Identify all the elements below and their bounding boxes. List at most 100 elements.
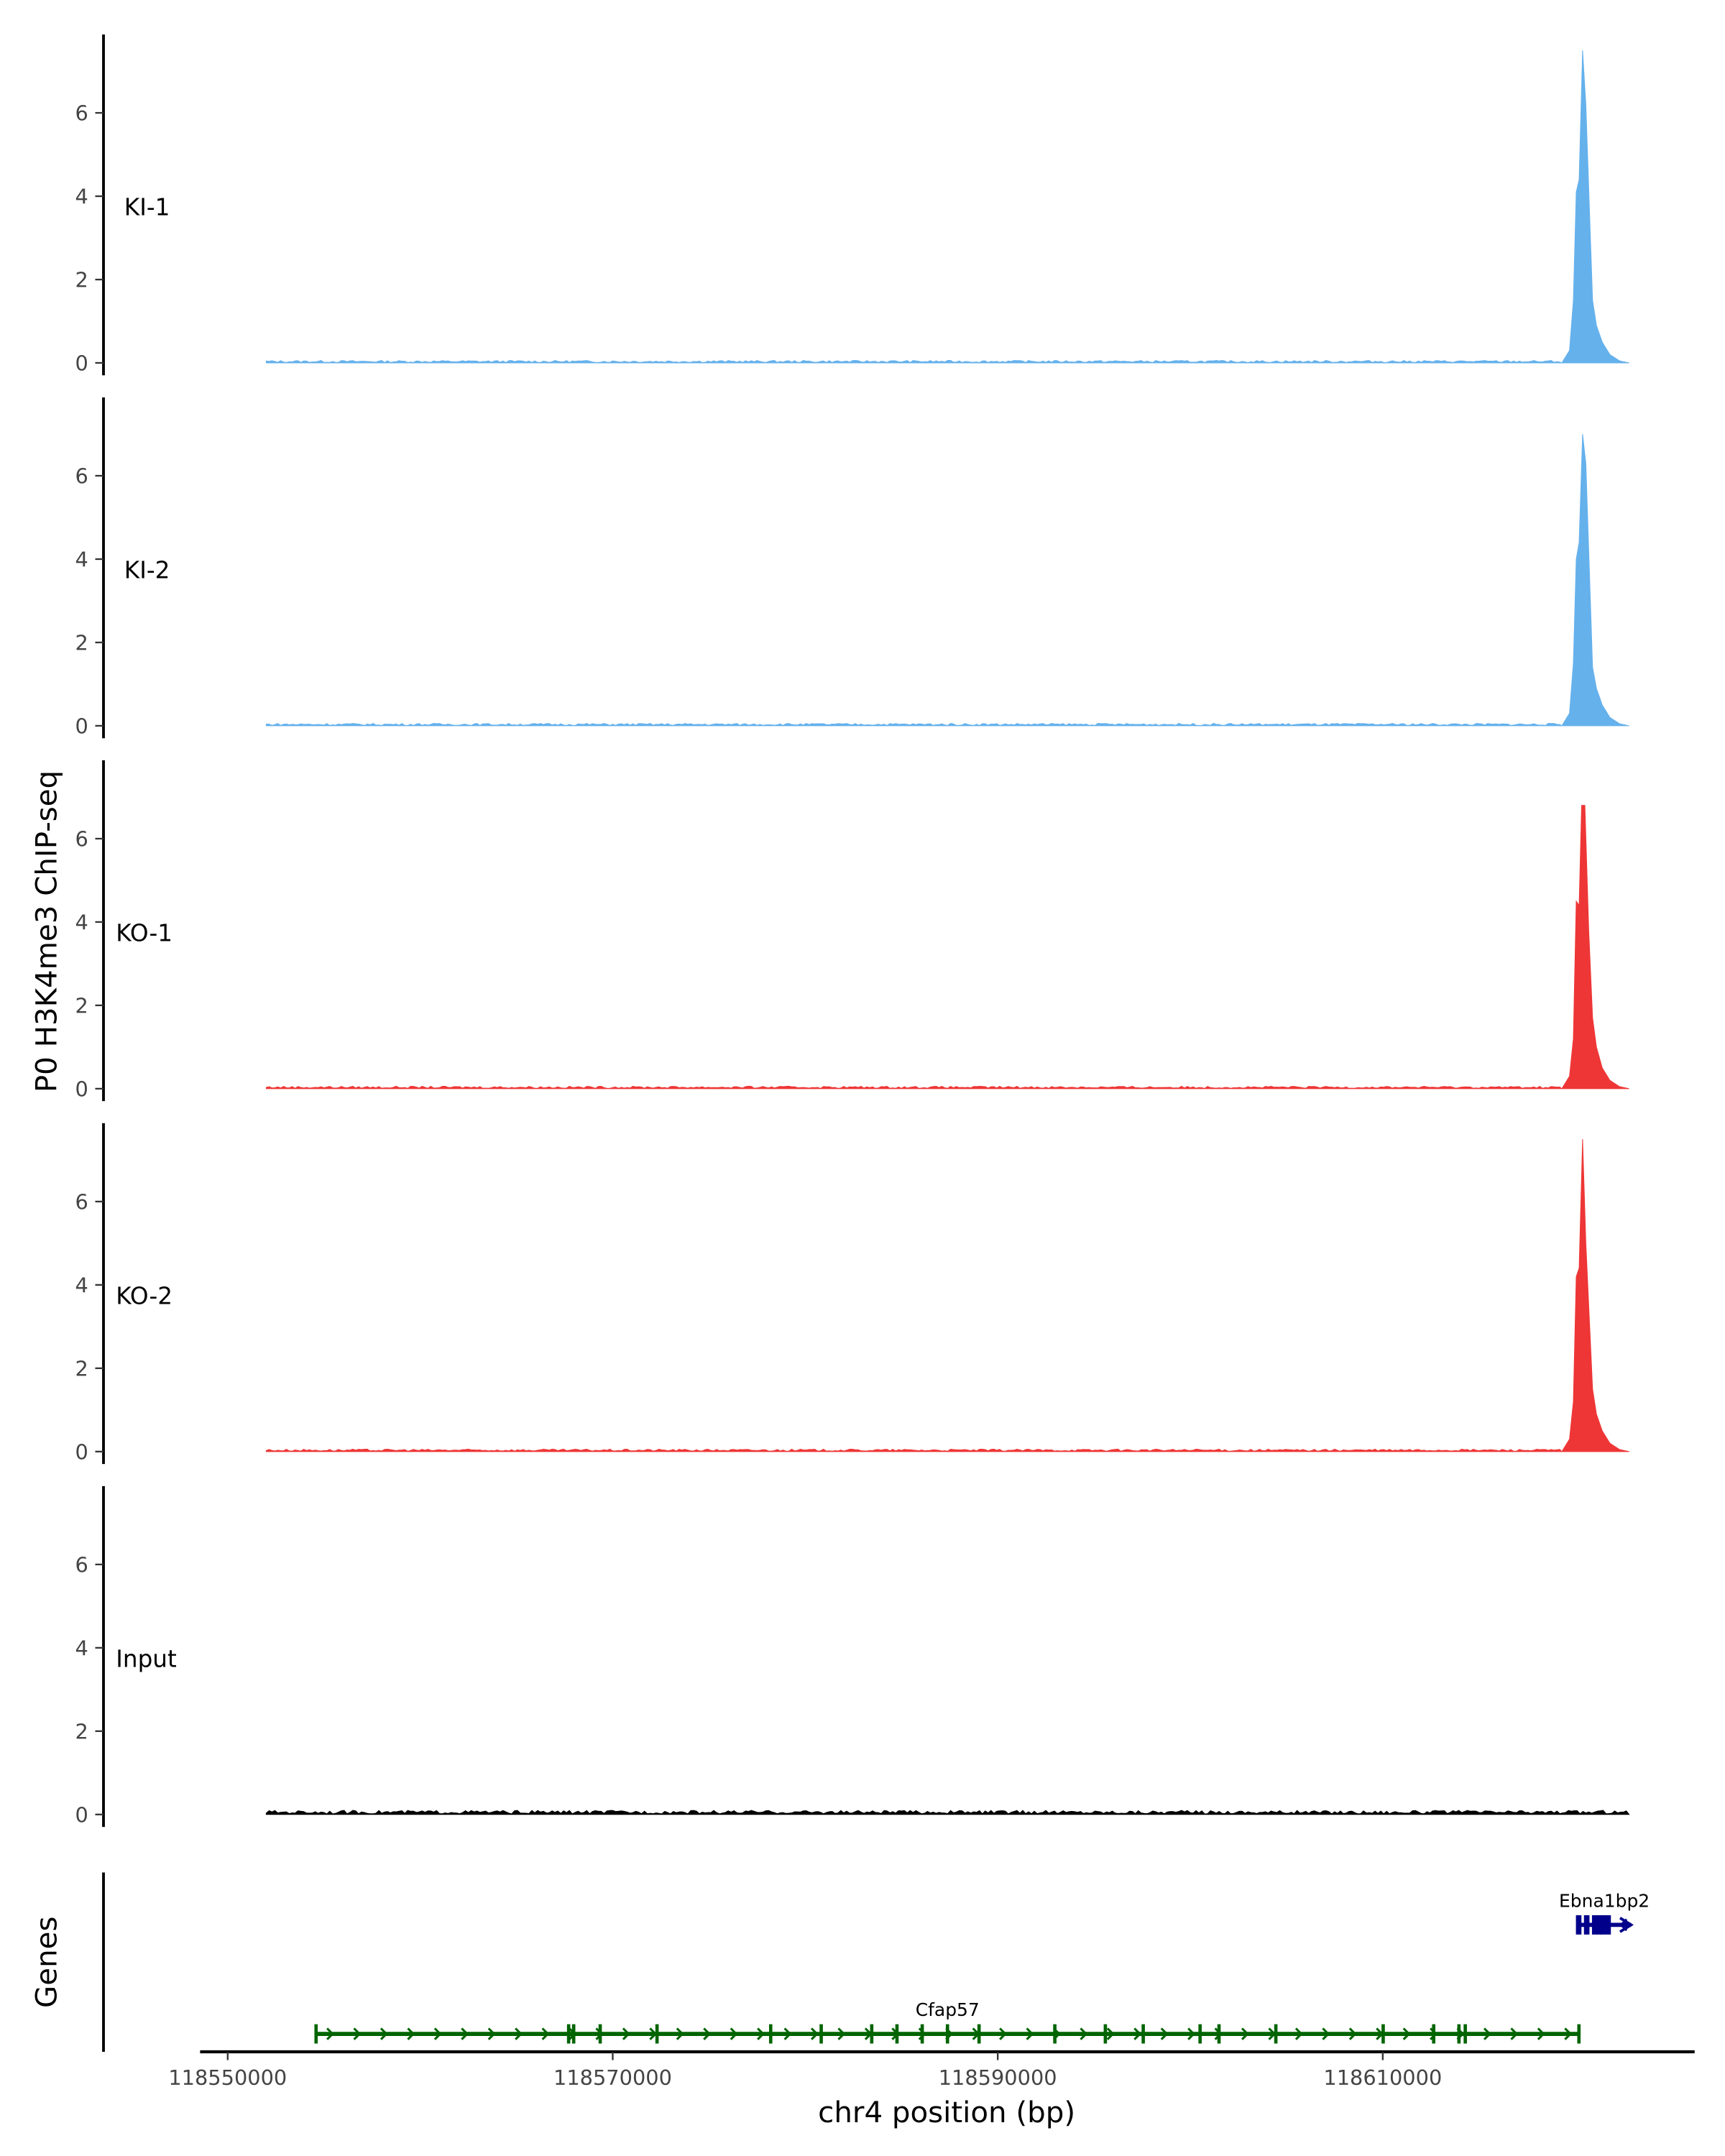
- track-panel-ki-1: 0 2 4 6 KI-1: [75, 34, 1629, 376]
- strand-arrow-icon: [1026, 2027, 1034, 2040]
- y-tick-label: 0: [75, 1077, 88, 1101]
- y-tick-label: 2: [75, 268, 88, 292]
- strand-arrow-icon: [837, 2027, 846, 2040]
- y-tick-label: 2: [75, 1719, 88, 1743]
- signal-panels: 0 2 4 6 KI-1 0 2 4 6 KI-2 0 2 4 6 KO-1 0 2 4 6 KO-2 0 2 4 6 Inpu…: [75, 34, 1630, 1827]
- strand-arrow-icon: [703, 2027, 712, 2040]
- x-tick-label: 118550000: [168, 2065, 287, 2090]
- gene-cfap57: Cfap57: [314, 1999, 1581, 2044]
- strand-arrow-icon: [1510, 2027, 1519, 2040]
- track-label: KI-1: [124, 194, 170, 221]
- y-tick-label: 0: [75, 1802, 88, 1827]
- exon: [1432, 2024, 1436, 2044]
- exon: [598, 2024, 602, 2044]
- strand-arrow-icon: [783, 2027, 792, 2040]
- gene-label: Cfap57: [916, 1999, 980, 2020]
- strand-arrow-icon: [407, 2027, 415, 2040]
- exon: [1591, 1915, 1598, 1935]
- exon: [1381, 2024, 1385, 2044]
- exon: [1583, 1915, 1590, 1935]
- strand-arrow-icon: [676, 2027, 684, 2040]
- exon: [920, 2024, 924, 2044]
- exon: [870, 2024, 874, 2044]
- y-tick-label: 6: [75, 464, 88, 489]
- genes-track-label: Genes: [30, 1917, 64, 2008]
- exon: [1605, 1915, 1611, 1935]
- exon: [1463, 2024, 1467, 2044]
- y-tick-label: 6: [75, 1552, 88, 1577]
- track-panel-ko-1: 0 2 4 6 KO-1: [75, 760, 1629, 1101]
- strand-arrow-icon: [1106, 2027, 1115, 2040]
- y-tick-label: 6: [75, 1189, 88, 1214]
- strand-arrow-icon: [1619, 1917, 1634, 1933]
- track-panel-input: 0 2 4 6 Input: [75, 1485, 1630, 1827]
- exon: [977, 2024, 981, 2044]
- strand-arrow-icon: [810, 2027, 819, 2040]
- strand-arrow-icon: [1537, 2027, 1545, 2040]
- x-tick-label: 118570000: [553, 2065, 672, 2090]
- strand-arrow-icon: [433, 2027, 442, 2040]
- strand-arrow-icon: [353, 2027, 362, 2040]
- strand-arrow-icon: [1322, 2027, 1330, 2040]
- exon: [1457, 2024, 1461, 2044]
- exon: [1053, 2024, 1057, 2044]
- strand-arrow-icon: [326, 2027, 334, 2040]
- strand-arrow-icon: [541, 2027, 550, 2040]
- signal-area-ki-1: [265, 50, 1629, 364]
- x-axis: 118550000 118570000 118590000 118610000: [168, 2050, 1695, 2090]
- exon: [1576, 1915, 1582, 1935]
- signal-area-ko-1: [265, 805, 1629, 1089]
- exon: [571, 2024, 576, 2044]
- y-tick-label: 4: [75, 911, 88, 935]
- track-panel-ki-2: 0 2 4 6 KI-2: [75, 397, 1629, 738]
- strand-arrow-icon: [1187, 2027, 1196, 2040]
- track-panel-ko-2: 0 2 4 6 KO-2: [75, 1123, 1629, 1464]
- exon: [566, 2024, 571, 2044]
- y-tick-label: 2: [75, 993, 88, 1018]
- strand-arrow-icon: [999, 2027, 1007, 2040]
- strand-arrow-icon: [1241, 2027, 1249, 2040]
- y-tick-label: 6: [75, 101, 88, 126]
- strand-arrow-icon: [622, 2027, 630, 2040]
- exon: [1577, 2024, 1581, 2044]
- strand-arrow-icon: [487, 2027, 496, 2040]
- exon: [945, 2024, 949, 2044]
- exon: [768, 2024, 773, 2044]
- y-tick-label: 6: [75, 827, 88, 852]
- y-tick-label: 4: [75, 185, 88, 209]
- exon: [1217, 2024, 1221, 2044]
- strand-arrow-icon: [1402, 2027, 1411, 2040]
- strand-arrow-icon: [1483, 2027, 1491, 2040]
- y-tick-label: 4: [75, 1636, 88, 1660]
- track-label: KI-2: [124, 556, 170, 584]
- signal-area-ki-2: [265, 433, 1629, 727]
- exon: [895, 2024, 899, 2044]
- strand-arrow-icon: [757, 2027, 765, 2040]
- strand-arrow-icon: [1080, 2027, 1088, 2040]
- x-tick-label: 118610000: [1323, 2065, 1442, 2090]
- track-label: KO-2: [116, 1282, 172, 1309]
- track-label: KO-1: [116, 919, 172, 946]
- strand-arrow-icon: [1160, 2027, 1169, 2040]
- strand-arrow-icon: [515, 2027, 523, 2040]
- strand-arrow-icon: [1348, 2027, 1357, 2040]
- y-tick-label: 2: [75, 631, 88, 655]
- y-axis-title: P0 H3K4me3 ChIP-seq: [30, 770, 64, 1092]
- strand-arrow-icon: [1294, 2027, 1303, 2040]
- exon: [1103, 2024, 1108, 2044]
- strand-arrow-icon: [380, 2027, 388, 2040]
- y-tick-label: 0: [75, 351, 88, 376]
- y-tick-label: 2: [75, 1356, 88, 1381]
- y-tick-label: 0: [75, 1439, 88, 1464]
- y-tick-label: 0: [75, 714, 88, 738]
- gene-label: Ebna1bp2: [1559, 1890, 1650, 1911]
- y-tick-label: 4: [75, 548, 88, 572]
- exon: [314, 2024, 318, 2044]
- exon: [655, 2024, 659, 2044]
- track-label: Input: [116, 1645, 177, 1672]
- exon: [1274, 2024, 1278, 2044]
- signal-area-input: [265, 1810, 1630, 1815]
- y-tick-label: 4: [75, 1273, 88, 1297]
- strand-arrow-icon: [1564, 2027, 1573, 2040]
